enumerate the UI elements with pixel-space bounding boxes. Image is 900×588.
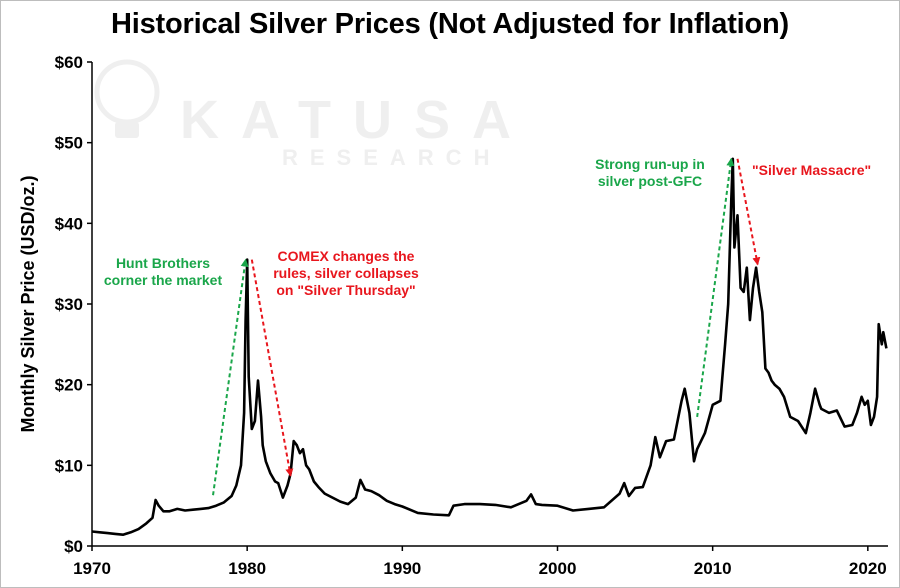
- watermark-bulb-icon: [94, 59, 160, 125]
- x-tick-label: 2010: [694, 559, 732, 578]
- annotation-text: "Silver Massacre": [752, 162, 871, 178]
- annotation-text: COMEX changes the rules, silver collapses…: [273, 248, 419, 298]
- price-line: [91, 157, 888, 536]
- annotation-line: on "Silver Thursday": [276, 282, 415, 298]
- y-tick-label: $0: [64, 537, 83, 556]
- chart-title: Historical Silver Prices (Not Adjusted f…: [111, 8, 789, 40]
- watermark-brand: KATUSA: [180, 90, 533, 150]
- watermark-subtitle: RESEARCH: [282, 145, 501, 170]
- x-tick-label: 1990: [383, 559, 421, 578]
- chart-series: [91, 157, 888, 536]
- x-tick-label: 1980: [228, 559, 266, 578]
- annotation-line: rules, silver collapses: [273, 265, 419, 281]
- annotation-line: "Silver Massacre": [752, 162, 871, 178]
- chart-annotations: Hunt Brothers corner the market COMEX chan…: [104, 156, 871, 496]
- y-tick-label: $10: [55, 456, 83, 475]
- annotation-line: Strong run-up in: [595, 156, 705, 172]
- y-tick-label: $30: [55, 295, 83, 314]
- annotation-text: Strong run-up in silver post-GFC: [595, 156, 705, 189]
- annotation-text: Hunt Brothers corner the market: [104, 255, 223, 288]
- y-tick-label: $60: [55, 53, 83, 72]
- y-tick-label: $50: [55, 134, 83, 153]
- y-tick-label: $40: [55, 214, 83, 233]
- watermark-bulb-base: [115, 122, 139, 138]
- x-tick-label: 2020: [849, 559, 887, 578]
- annotation-line: COMEX changes the: [278, 248, 415, 264]
- x-tick-label: 1970: [73, 559, 111, 578]
- annotation-line: silver post-GFC: [598, 173, 702, 189]
- annotation-arrow: [736, 158, 761, 266]
- chart-axes: $0 $10 $20 $30 $40 $50 $60 1970 1980 1990 2000 2010…: [18, 53, 888, 578]
- annotation-line: corner the market: [104, 272, 223, 288]
- y-tick-label: $20: [55, 376, 83, 395]
- annotation-arrow: [212, 258, 249, 496]
- annotation-line: Hunt Brothers: [116, 255, 210, 271]
- y-axis-label: Monthly Silver Price (USD/oz.): [18, 175, 38, 432]
- x-tick-label: 2000: [539, 559, 577, 578]
- annotation-arrow: [696, 157, 735, 418]
- annotation-arrow: [250, 259, 294, 477]
